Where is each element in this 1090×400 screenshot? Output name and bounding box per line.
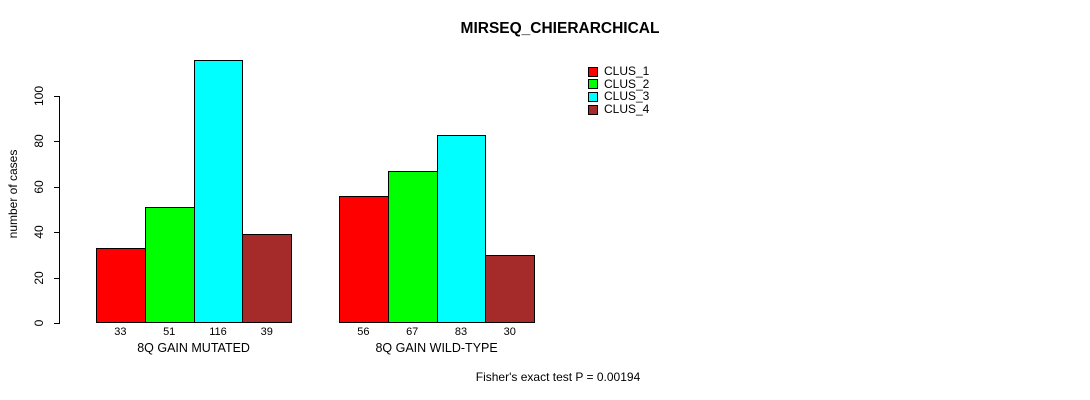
bar-clus_1-1	[96, 248, 146, 323]
y-axis-title: number of cases	[6, 149, 20, 239]
y-tick-label: 20	[32, 270, 46, 285]
legend-label: CLUS_1	[604, 64, 650, 78]
chart-title: MIRSEQ_CHIERARCHICAL	[460, 20, 660, 37]
bar-value-label: 39	[260, 326, 273, 338]
y-tick-label: 0	[32, 319, 46, 327]
y-tick-mark	[54, 323, 59, 324]
bar-clus_2-1	[144, 207, 195, 323]
legend-item-clus_4: CLUS_4	[588, 102, 650, 117]
y-axis-line	[59, 96, 60, 324]
legend-swatch-clus_2	[588, 79, 598, 90]
legend-item-clus_2: CLUS_2	[588, 76, 650, 91]
bar-value-label: 33	[114, 326, 127, 338]
bar-clus_4-1	[242, 234, 293, 323]
y-tick-label: 60	[32, 180, 46, 194]
y-tick-mark	[54, 141, 59, 143]
bar-value-label: 116	[209, 326, 227, 338]
legend-item-clus_1: CLUS_1	[588, 64, 650, 78]
legend-swatch-clus_4	[588, 104, 598, 115]
bar-value-label: 83	[454, 326, 468, 338]
bar-value-label: 30	[503, 326, 516, 338]
bar-clus_3-2	[436, 134, 487, 323]
y-tick-mark	[54, 232, 59, 234]
bar-clus_1-2	[339, 195, 389, 323]
annotation-text: Fisher's exact test P = 0.00194	[475, 370, 641, 384]
y-tick-mark	[54, 186, 59, 188]
y-tick-label: 80	[32, 134, 46, 149]
y-tick-mark	[54, 96, 59, 97]
y-tick-mark	[54, 277, 59, 279]
bar-value-label: 56	[357, 326, 370, 338]
bar-clus_2-2	[387, 170, 438, 323]
y-tick-label: 40	[32, 225, 46, 239]
bar-value-label: 51	[163, 326, 176, 338]
legend-label: CLUS_2	[604, 76, 650, 91]
category-label: 8Q GAIN WILD-TYPE	[375, 341, 498, 355]
legend-label: CLUS_3	[604, 89, 650, 104]
bar-clus_4-2	[485, 254, 536, 323]
bar-value-label: 67	[406, 326, 419, 338]
category-label: 8Q GAIN MUTATED	[137, 341, 250, 355]
legend-item-clus_3: CLUS_3	[588, 89, 650, 104]
legend-swatch-clus_3	[588, 91, 598, 102]
legend-swatch-clus_1	[588, 66, 598, 77]
y-tick-label: 100	[32, 85, 46, 107]
legend-label: CLUS_4	[604, 102, 650, 117]
bar-clus_3-1	[193, 59, 244, 323]
